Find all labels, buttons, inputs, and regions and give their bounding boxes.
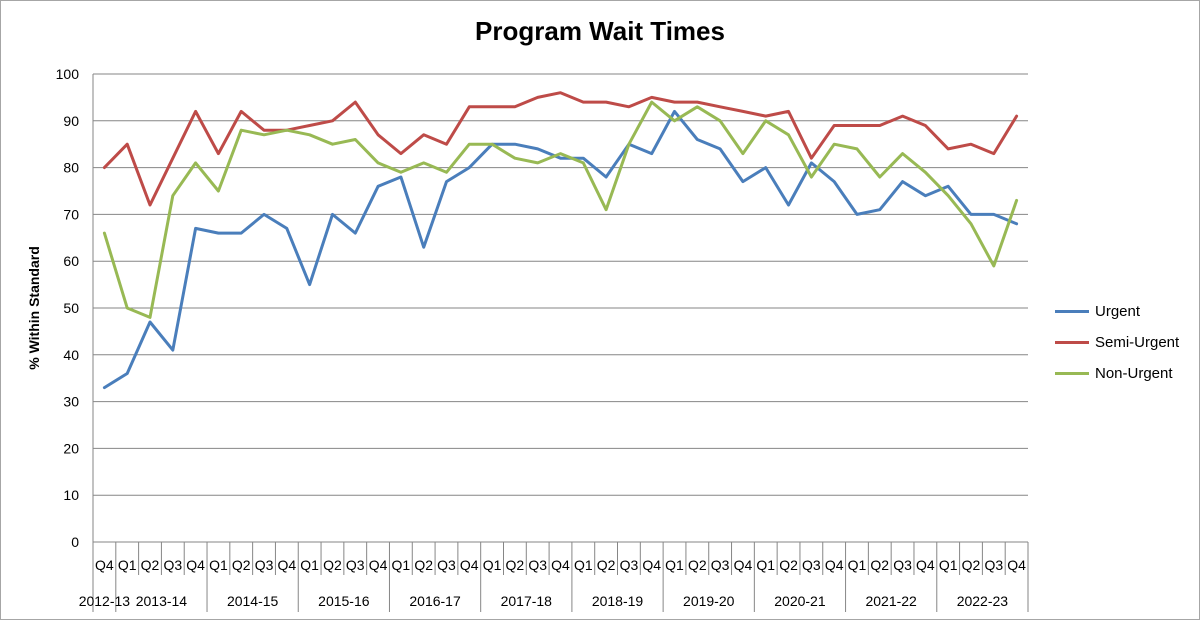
x-fiscal-year-label: 2018-19 <box>592 593 644 609</box>
y-tick-label: 10 <box>63 487 79 503</box>
x-fiscal-year-label: 2013-14 <box>136 593 188 609</box>
x-fiscal-year-label: 2015-16 <box>318 593 370 609</box>
x-quarter-label: Q4 <box>277 557 296 573</box>
legend-swatch <box>1055 341 1089 344</box>
y-tick-label: 20 <box>63 440 79 456</box>
x-quarter-label: Q4 <box>95 557 114 573</box>
x-quarter-label: Q3 <box>163 557 182 573</box>
x-quarter-label: Q4 <box>1007 557 1026 573</box>
x-quarter-label: Q1 <box>939 557 958 573</box>
x-quarter-label: Q1 <box>574 557 593 573</box>
y-tick-label: 70 <box>63 206 79 222</box>
legend: Urgent Semi-Urgent Non-Urgent <box>1055 296 1179 389</box>
x-quarter-label: Q2 <box>141 557 160 573</box>
legend-label: Semi-Urgent <box>1095 334 1180 351</box>
x-quarter-label: Q4 <box>186 557 205 573</box>
x-quarter-label: Q4 <box>551 557 570 573</box>
y-tick-label: 0 <box>71 534 79 550</box>
x-quarter-label: Q4 <box>369 557 388 573</box>
x-quarter-label: Q2 <box>688 557 707 573</box>
x-quarter-label: Q1 <box>665 557 684 573</box>
x-fiscal-year-label: 2022-23 <box>957 593 1009 609</box>
legend-label: Non-Urgent <box>1095 365 1173 382</box>
legend-item-semi-urgent: Semi-Urgent <box>1055 327 1179 358</box>
x-fiscal-year-label: 2017-18 <box>501 593 553 609</box>
series-line-non-urgent <box>102 100 1019 319</box>
x-fiscal-year-label: 2021-22 <box>865 593 917 609</box>
x-quarter-label: Q1 <box>756 557 775 573</box>
series-line-semi-urgent <box>102 91 1019 207</box>
x-quarter-label: Q1 <box>848 557 867 573</box>
x-quarter-label: Q1 <box>483 557 502 573</box>
x-quarter-label: Q3 <box>802 557 821 573</box>
x-quarter-label: Q1 <box>392 557 411 573</box>
x-quarter-label: Q2 <box>870 557 889 573</box>
x-quarter-label: Q4 <box>916 557 935 573</box>
y-tick-label: 100 <box>56 66 80 82</box>
x-quarter-label: Q3 <box>255 557 274 573</box>
legend-label: Urgent <box>1095 303 1141 320</box>
y-tick-label: 90 <box>63 113 79 129</box>
legend-item-urgent: Urgent <box>1055 296 1179 327</box>
x-quarter-label: Q3 <box>893 557 912 573</box>
x-quarter-label: Q3 <box>346 557 365 573</box>
series-line-urgent <box>102 109 1019 390</box>
x-quarter-label: Q2 <box>779 557 798 573</box>
x-quarter-label: Q4 <box>460 557 479 573</box>
x-fiscal-year-label: 2020-21 <box>774 593 826 609</box>
y-tick-label: 40 <box>63 347 79 363</box>
x-quarter-label: Q2 <box>232 557 251 573</box>
y-tick-label: 30 <box>63 394 79 410</box>
x-quarter-label: Q3 <box>528 557 547 573</box>
legend-item-non-urgent: Non-Urgent <box>1055 358 1179 389</box>
x-quarter-label: Q3 <box>620 557 639 573</box>
x-quarter-label: Q2 <box>962 557 981 573</box>
x-fiscal-year-label: 2012-13 <box>79 593 131 609</box>
x-quarter-label: Q2 <box>597 557 616 573</box>
chart-title: Program Wait Times <box>475 16 725 46</box>
x-quarter-label: Q2 <box>323 557 342 573</box>
x-fiscal-year-label: 2019-20 <box>683 593 735 609</box>
legend-swatch <box>1055 310 1089 313</box>
x-quarter-label: Q1 <box>300 557 319 573</box>
legend-swatch <box>1055 372 1089 375</box>
x-quarter-label: Q1 <box>209 557 228 573</box>
x-quarter-label: Q3 <box>984 557 1003 573</box>
x-quarter-label: Q3 <box>711 557 730 573</box>
x-quarter-label: Q2 <box>506 557 525 573</box>
x-fiscal-year-label: 2016-17 <box>409 593 461 609</box>
x-quarter-label: Q3 <box>437 557 456 573</box>
y-tick-label: 50 <box>63 300 79 316</box>
x-quarter-label: Q4 <box>642 557 661 573</box>
x-quarter-label: Q4 <box>734 557 753 573</box>
x-quarter-label: Q4 <box>825 557 844 573</box>
y-tick-label: 80 <box>63 160 79 176</box>
x-fiscal-year-label: 2014-15 <box>227 593 279 609</box>
y-tick-label: 60 <box>63 253 79 269</box>
x-quarter-label: Q1 <box>118 557 137 573</box>
x-quarter-label: Q2 <box>414 557 433 573</box>
